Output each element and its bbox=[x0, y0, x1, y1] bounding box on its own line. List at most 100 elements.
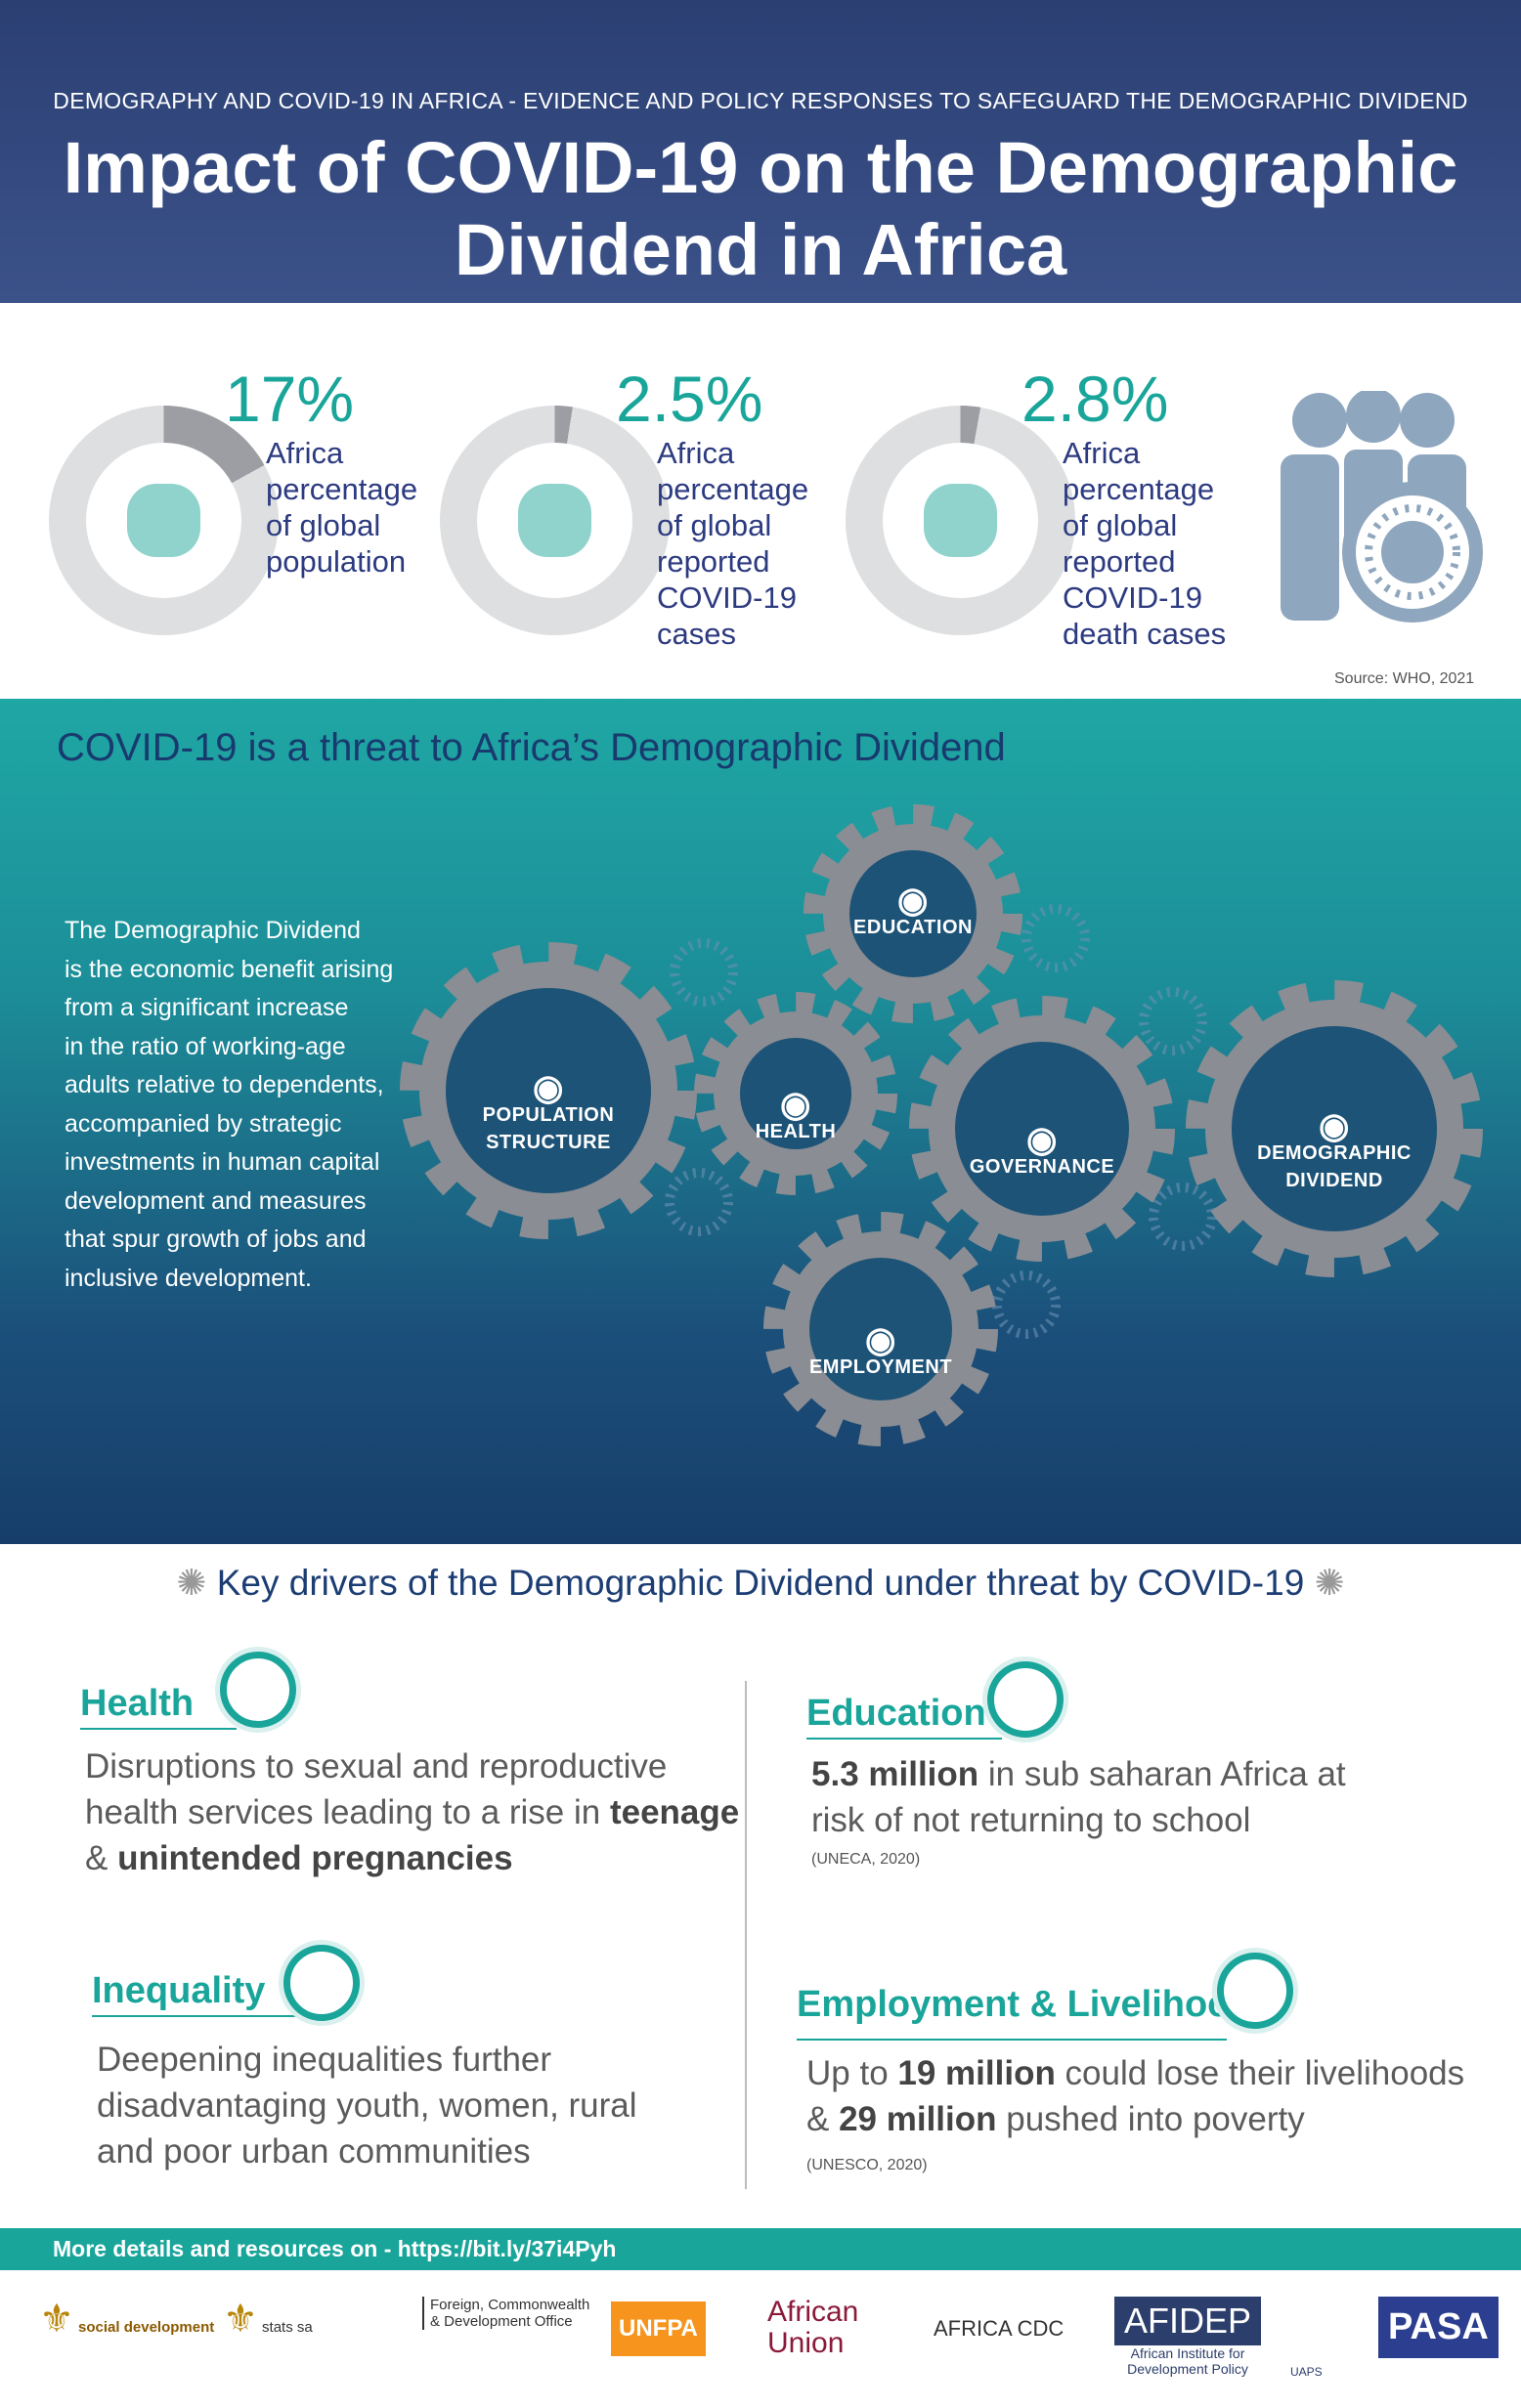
gear-label: ◉ EMPLOYMENT bbox=[808, 1322, 953, 1381]
paragraph-line: adults relative to dependents, bbox=[65, 1071, 384, 1098]
logo-text: stats sa bbox=[262, 2319, 313, 2336]
label-line: DEMOGRAPHIC bbox=[1257, 1142, 1412, 1164]
logo-text: African Institute for Development Policy bbox=[1127, 2345, 1248, 2377]
gear-demographic bbox=[1186, 980, 1483, 1277]
desc-line: percentage bbox=[657, 472, 809, 506]
title-line: Dividend in Africa bbox=[454, 209, 1067, 290]
stat-value: 17% bbox=[225, 363, 355, 435]
test-tube-virus-icon bbox=[518, 484, 591, 557]
emphasis: unintended pregnancies bbox=[117, 1839, 513, 1877]
label-line: DIVIDEND bbox=[1285, 1170, 1383, 1191]
gear-label: ◉ GOVERNANCE bbox=[969, 1119, 1115, 1181]
virus-icon: ✺ bbox=[1314, 1563, 1345, 1603]
gear-icon: ◉ bbox=[1319, 1105, 1350, 1145]
logo-unfpa: UNFPA bbox=[611, 2301, 706, 2356]
gender-icon bbox=[283, 1945, 360, 2021]
drivers-heading-text: Key drivers of the Demographic Dividend … bbox=[216, 1563, 1305, 1603]
logo-social-development: ⚜ social development bbox=[39, 2298, 215, 2341]
text-line: Deepening inequalities further bbox=[97, 2041, 552, 2079]
inequality-text: Deepening inequalities further disadvanta… bbox=[97, 2037, 637, 2174]
source-note: Source: WHO, 2021 bbox=[1334, 670, 1475, 687]
education-source: (UNECA, 2020) bbox=[811, 1851, 921, 1868]
desc-line: of global bbox=[266, 508, 381, 542]
virus-icon bbox=[992, 1270, 1061, 1339]
text-line: risk of not returning to school bbox=[811, 1801, 1251, 1839]
dividend-definition: The Demographic Dividend is the economic … bbox=[65, 912, 397, 1298]
logo-text: AFIDEP bbox=[1114, 2297, 1261, 2345]
desc-line: Africa bbox=[1063, 436, 1141, 470]
stat-description: Africa percentage of global population bbox=[266, 435, 417, 580]
paragraph-line: in the ratio of working-age bbox=[65, 1032, 346, 1060]
desc-line: percentage bbox=[266, 472, 418, 506]
feet-tag-icon bbox=[924, 484, 997, 557]
label-line: EMPLOYMENT bbox=[808, 1356, 953, 1378]
desc-line: cases bbox=[657, 617, 736, 651]
text-line: Disruptions to sexual and reproductive bbox=[85, 1747, 668, 1785]
gear-population bbox=[400, 942, 697, 1239]
text-line: pushed into poverty bbox=[996, 2100, 1305, 2138]
gear-icon: ◉ bbox=[1026, 1119, 1058, 1159]
divider bbox=[797, 2039, 1227, 2041]
label-line: GOVERNANCE bbox=[969, 1156, 1115, 1178]
gear-icon: ◉ bbox=[533, 1067, 564, 1107]
paragraph-line: that spur growth of jobs and bbox=[65, 1226, 367, 1253]
education-text: 5.3 million in sub saharan Africa at risk… bbox=[811, 1751, 1346, 1843]
virus-icon bbox=[1021, 904, 1090, 972]
paragraph-line: development and measures bbox=[65, 1186, 367, 1215]
divider bbox=[806, 1738, 1002, 1740]
paragraph-line: The Demographic Dividend bbox=[65, 917, 361, 944]
stat-description: Africa percentage of global reported COVID-1… bbox=[657, 435, 808, 652]
gear-label: ◉ DEMOGRAPHIC DIVIDEND bbox=[1257, 1105, 1412, 1194]
logo-africa-cdc: AFRICA CDC bbox=[934, 2316, 1065, 2341]
desc-line: reported bbox=[1063, 544, 1176, 579]
footer-link-bar[interactable]: More details and resources on - https://… bbox=[0, 2228, 1521, 2270]
paragraph-line: inclusive development. bbox=[65, 1264, 312, 1292]
virus-icon bbox=[670, 938, 738, 1007]
education-title: Education bbox=[806, 1693, 986, 1734]
gears-diagram bbox=[400, 804, 1483, 1446]
desc-line: population bbox=[266, 544, 407, 579]
logo-afidep: AFIDEP African Institute for Development … bbox=[1114, 2297, 1261, 2377]
donut-chart bbox=[440, 406, 670, 635]
resources-link[interactable]: More details and resources on - https://… bbox=[53, 2236, 617, 2261]
label-line: STRUCTURE bbox=[486, 1132, 611, 1153]
gear-education bbox=[804, 804, 1022, 1023]
text-line: in sub saharan Africa at bbox=[978, 1755, 1346, 1793]
graduate-icon bbox=[987, 1661, 1064, 1738]
title-line: Impact of COVID-19 on the Demographic bbox=[63, 127, 1458, 208]
desc-line: death cases bbox=[1063, 617, 1227, 651]
page-title: Impact of COVID-19 on the Demographic Div… bbox=[0, 127, 1521, 291]
livelihood-icon bbox=[1217, 1953, 1293, 2029]
emphasis: 5.3 million bbox=[811, 1755, 979, 1793]
divider bbox=[92, 2015, 297, 2017]
virus-icon bbox=[665, 1168, 733, 1236]
text-line: & bbox=[85, 1839, 118, 1877]
stat-value: 2.8% bbox=[1021, 363, 1169, 435]
threat-section: COVID-19 is a threat to Africa’s Demogra… bbox=[0, 699, 1521, 1544]
gear-icon: ◉ bbox=[897, 880, 929, 920]
text-line: Up to bbox=[806, 2054, 898, 2092]
virus-icon: ✺ bbox=[176, 1563, 207, 1603]
header-subtitle: DEMOGRAPHY AND COVID-19 IN AFRICA - EVID… bbox=[53, 88, 1468, 113]
desc-line: of global bbox=[657, 508, 772, 542]
logo-text: social development bbox=[78, 2319, 215, 2336]
paragraph-line: accompanied by strategic bbox=[65, 1109, 342, 1138]
label-line: EDUCATION bbox=[853, 917, 973, 938]
divider bbox=[80, 1728, 237, 1730]
people-virus-icon bbox=[1281, 391, 1483, 623]
emphasis: 29 million bbox=[839, 2100, 997, 2138]
divider bbox=[745, 1681, 747, 2189]
gear-health bbox=[694, 992, 897, 1195]
logo-uaps: UAPS bbox=[1290, 2365, 1323, 2379]
desc-line: COVID-19 bbox=[1063, 580, 1202, 615]
desc-line: percentage bbox=[1063, 472, 1215, 506]
logo-fcdo: Foreign, Commonwealth & Development Offi… bbox=[422, 2297, 593, 2330]
desc-line: of global bbox=[1063, 508, 1178, 542]
desc-line: COVID-19 bbox=[657, 580, 797, 615]
threat-heading: COVID-19 is a threat to Africa’s Demogra… bbox=[57, 726, 1006, 769]
desc-line: Africa bbox=[266, 436, 344, 470]
logo-pasa: PASA bbox=[1378, 2297, 1499, 2358]
gear-label: ◉ POPULATION STRUCTURE bbox=[483, 1067, 615, 1156]
health-icon bbox=[220, 1652, 296, 1728]
gear-employment bbox=[763, 1212, 998, 1446]
